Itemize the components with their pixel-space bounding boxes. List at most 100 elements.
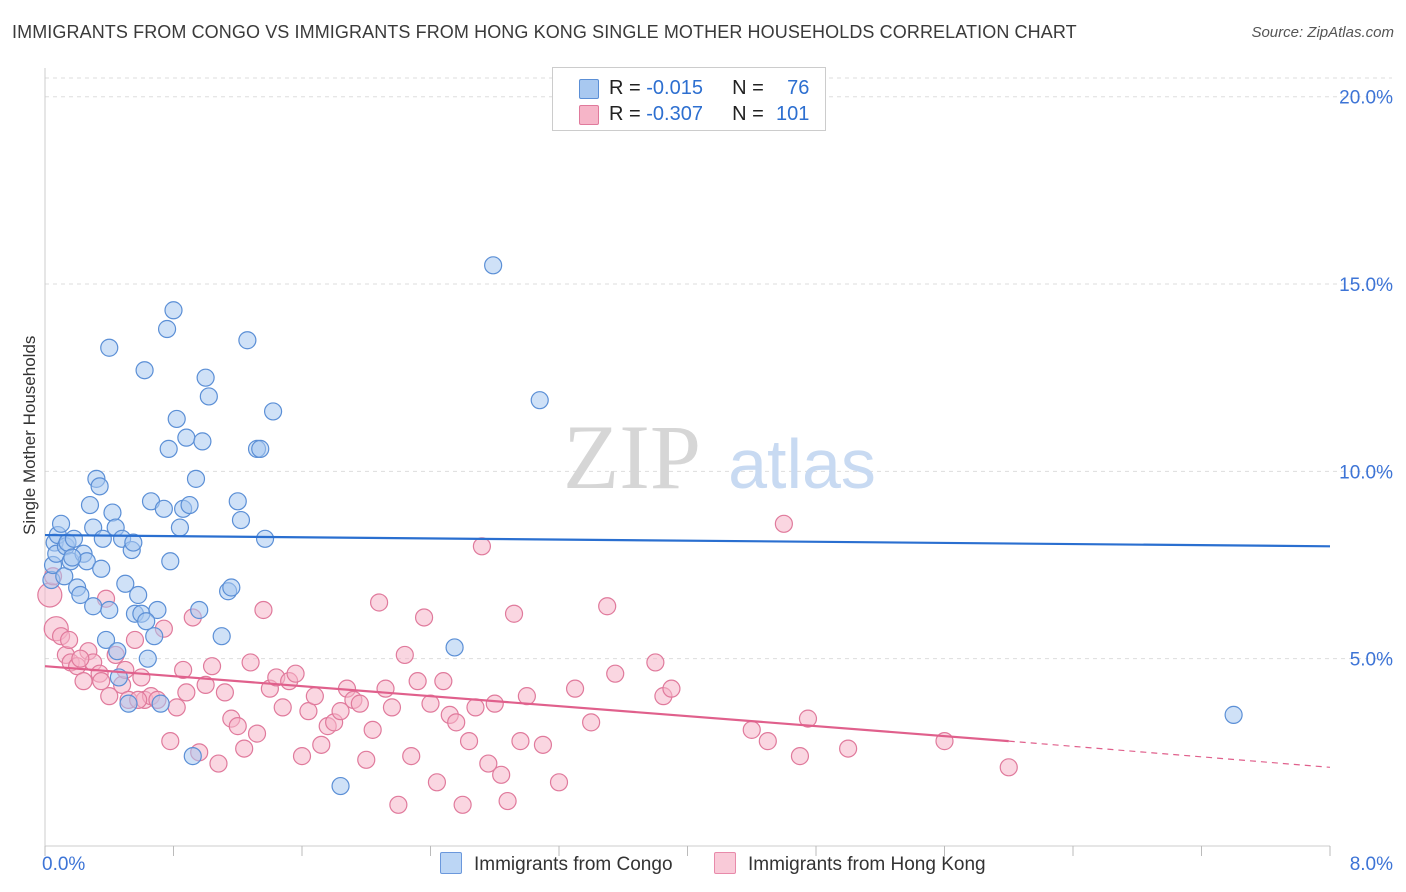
trend-lines — [44, 533, 1331, 768]
hong-kong-point — [215, 683, 234, 702]
watermark-atlas: atlas — [728, 425, 876, 503]
hong-kong-point — [286, 664, 305, 683]
y-tick-label: 10.0% — [1339, 462, 1393, 483]
hong-kong-point — [71, 649, 90, 668]
bottom-legend-swatch-congo — [440, 852, 462, 874]
legend-swatch-congo — [579, 79, 599, 99]
hong-kong-point — [598, 597, 617, 616]
hong-kong-point — [167, 698, 186, 717]
congo-point — [71, 585, 90, 605]
hong-kong-point — [533, 735, 553, 754]
hong-kong-point — [427, 773, 447, 792]
congo-point — [92, 559, 111, 578]
congo-point — [251, 439, 270, 458]
hong-kong-point — [999, 758, 1018, 777]
hong-kong-point — [370, 593, 389, 612]
hong-kong-point — [74, 672, 93, 691]
congo-point — [100, 338, 119, 357]
hong-kong-point — [402, 746, 421, 766]
congo-point — [138, 649, 157, 668]
hong-kong-trend-extension — [1008, 740, 1331, 768]
congo-point — [212, 627, 231, 646]
hong-kong-point — [241, 653, 260, 672]
legend-r-value: -0.307 — [646, 103, 703, 125]
y-tick-label: 20.0% — [1339, 88, 1393, 109]
hong-kong-point — [742, 720, 761, 739]
hong-kong-point — [606, 664, 625, 683]
x-tick-labels: 0.0% 8.0% — [42, 854, 1393, 875]
congo-point — [157, 319, 177, 339]
congo-point — [331, 776, 350, 796]
bottom-legend-label-congo: Immigrants from Congo — [474, 854, 673, 875]
hong-kong-point — [312, 735, 331, 754]
congo-point — [154, 499, 173, 518]
congo-point — [196, 368, 215, 387]
congo-point — [228, 492, 247, 511]
congo-point — [164, 301, 183, 320]
hong-kong-point — [790, 746, 810, 766]
congo-point — [80, 495, 100, 515]
hong-kong-point — [582, 713, 601, 732]
hong-kong-point — [472, 537, 491, 556]
y-tick-labels: 5.0% 10.0% 15.0% 20.0% — [1339, 88, 1393, 671]
chart-title: IMMIGRANTS FROM CONGO VS IMMIGRANTS FROM… — [12, 22, 1077, 42]
congo-point — [183, 746, 202, 766]
congo-point — [1224, 705, 1243, 724]
congo-point — [124, 533, 143, 552]
hong-kong-point — [196, 675, 215, 695]
x-tick-label: 8.0% — [1350, 854, 1393, 875]
congo-point — [90, 477, 109, 496]
hong-kong-point — [511, 732, 530, 751]
hong-kong-point — [100, 687, 119, 706]
hong-kong-point — [357, 750, 376, 769]
congo-point — [64, 529, 84, 548]
congo-point — [159, 439, 178, 458]
congo-point — [180, 495, 199, 515]
congo-point — [145, 627, 164, 646]
hong-kong-point — [549, 773, 569, 792]
congo-point — [100, 600, 119, 620]
hong-kong-point — [132, 668, 151, 687]
hong-kong-point — [350, 694, 369, 713]
series-hong-kong-points — [37, 514, 1018, 814]
hong-kong-point — [292, 746, 312, 766]
congo-point — [55, 567, 74, 586]
congo-point — [135, 361, 154, 380]
legend-n-label: N = — [732, 77, 770, 99]
source-label: Source: ZipAtlas.com — [1251, 24, 1394, 41]
hong-kong-point — [228, 717, 247, 736]
congo-point — [263, 402, 283, 421]
hong-kong-point — [273, 698, 292, 717]
hong-kong-point — [235, 739, 254, 758]
congo-point — [108, 642, 127, 661]
bottom-legend-swatch-hong-kong — [714, 852, 736, 874]
congo-point — [190, 600, 209, 620]
congo-point — [170, 518, 190, 537]
hong-kong-point — [414, 608, 434, 627]
legend-r-value: -0.015 — [646, 77, 703, 99]
legend-n-value: 76 — [787, 77, 810, 99]
hong-kong-point — [305, 687, 324, 706]
congo-point — [148, 600, 167, 620]
y-tick-label: 5.0% — [1350, 650, 1393, 671]
hong-kong-trend-line — [44, 665, 1009, 743]
congo-point — [193, 432, 212, 451]
axes — [44, 68, 1331, 856]
congo-point — [186, 469, 206, 488]
congo-point — [151, 694, 170, 713]
legend-swatch-hong-kong — [579, 105, 599, 125]
hong-kong-point — [466, 698, 485, 717]
hong-kong-point — [839, 739, 858, 758]
congo-point — [231, 510, 251, 530]
x-tick-label: 0.0% — [42, 854, 85, 875]
legend-n-value: 101 — [775, 103, 810, 125]
hong-kong-point — [479, 754, 498, 773]
hong-kong-point — [247, 724, 267, 743]
congo-point — [63, 548, 82, 567]
congo-point — [51, 514, 71, 533]
hong-kong-point — [363, 720, 382, 739]
congo-point — [129, 585, 148, 605]
congo-point — [199, 387, 218, 406]
hong-kong-point — [382, 698, 402, 717]
congo-point — [84, 597, 103, 616]
